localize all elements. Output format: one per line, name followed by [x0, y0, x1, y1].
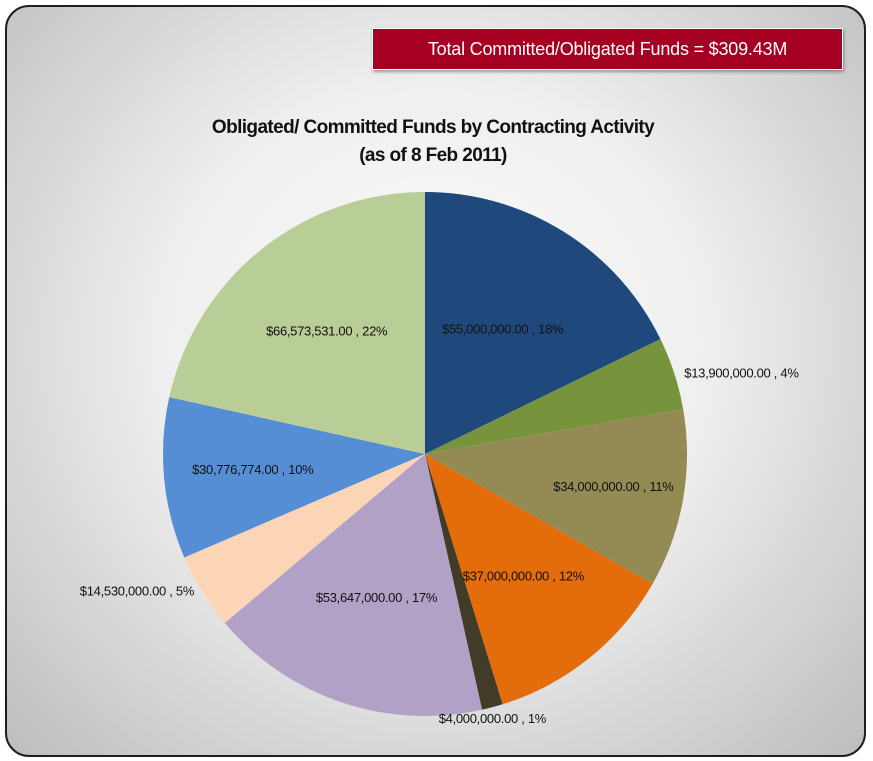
chart-title-line-2: (as of 8 Feb 2011): [359, 145, 507, 166]
total-funds-text: Total Committed/Obligated Funds = $309.4…: [427, 38, 788, 59]
total-funds-banner: Total Committed/Obligated Funds = $309.4…: [372, 28, 843, 70]
slice-data-label: $13,900,000.00 , 4%: [684, 365, 799, 380]
slice-data-label: $66,573,531.00 , 22%: [266, 323, 388, 338]
slice-data-label: $4,000,000.00 , 1%: [439, 711, 547, 726]
pie-slice: [163, 397, 425, 558]
pie-slice: [425, 454, 653, 705]
pie-slice: [425, 454, 503, 710]
slice-data-label: $34,000,000.00 , 11%: [553, 479, 674, 494]
slice-data-label: $55,000,000.00 , 18%: [442, 322, 564, 337]
chart-title-line-1: Obligated/ Committed Funds by Contractin…: [212, 117, 655, 138]
pie-slice: [425, 192, 661, 454]
pie-slice: [425, 409, 688, 584]
slice-data-label: $37,000,000.00 , 12%: [463, 569, 585, 584]
slice-data-label: $14,530,000.00 , 5%: [80, 584, 195, 599]
slice-data-label: $53,647,000.00 , 17%: [316, 590, 438, 605]
pie-slice: [184, 454, 425, 623]
pie-slices: [163, 192, 688, 716]
pie-slice: [425, 339, 684, 454]
pie-slice: [224, 454, 483, 716]
pie-labels: $55,000,000.00 , 18% $13,900,000.00 , 4% $…: [80, 322, 800, 727]
slice-data-label: $30,776,774.00 , 10%: [192, 462, 314, 477]
pie-slice: [169, 192, 425, 454]
